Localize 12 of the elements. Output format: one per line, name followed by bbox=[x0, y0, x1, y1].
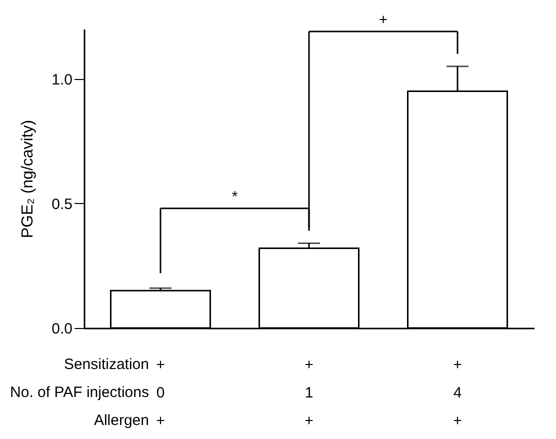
x-tick-label: + 0 + bbox=[156, 356, 166, 430]
text: Allergen bbox=[94, 412, 149, 429]
y-tick-label: 1.0 bbox=[52, 71, 72, 88]
x-tick-label: + 1 + bbox=[304, 356, 314, 430]
y-axis-title: PGE₂ (ng/cavity) bbox=[20, 120, 37, 238]
y-tick-label: 0.0 bbox=[52, 320, 72, 338]
text: + bbox=[378, 11, 388, 28]
y-tick-label: 0.5 bbox=[52, 196, 72, 213]
text: No. of PAF injections bbox=[10, 384, 149, 401]
annotation: * bbox=[232, 188, 238, 206]
text: Sensitization bbox=[64, 356, 149, 373]
x-tick-label: + 4 + bbox=[453, 356, 462, 430]
